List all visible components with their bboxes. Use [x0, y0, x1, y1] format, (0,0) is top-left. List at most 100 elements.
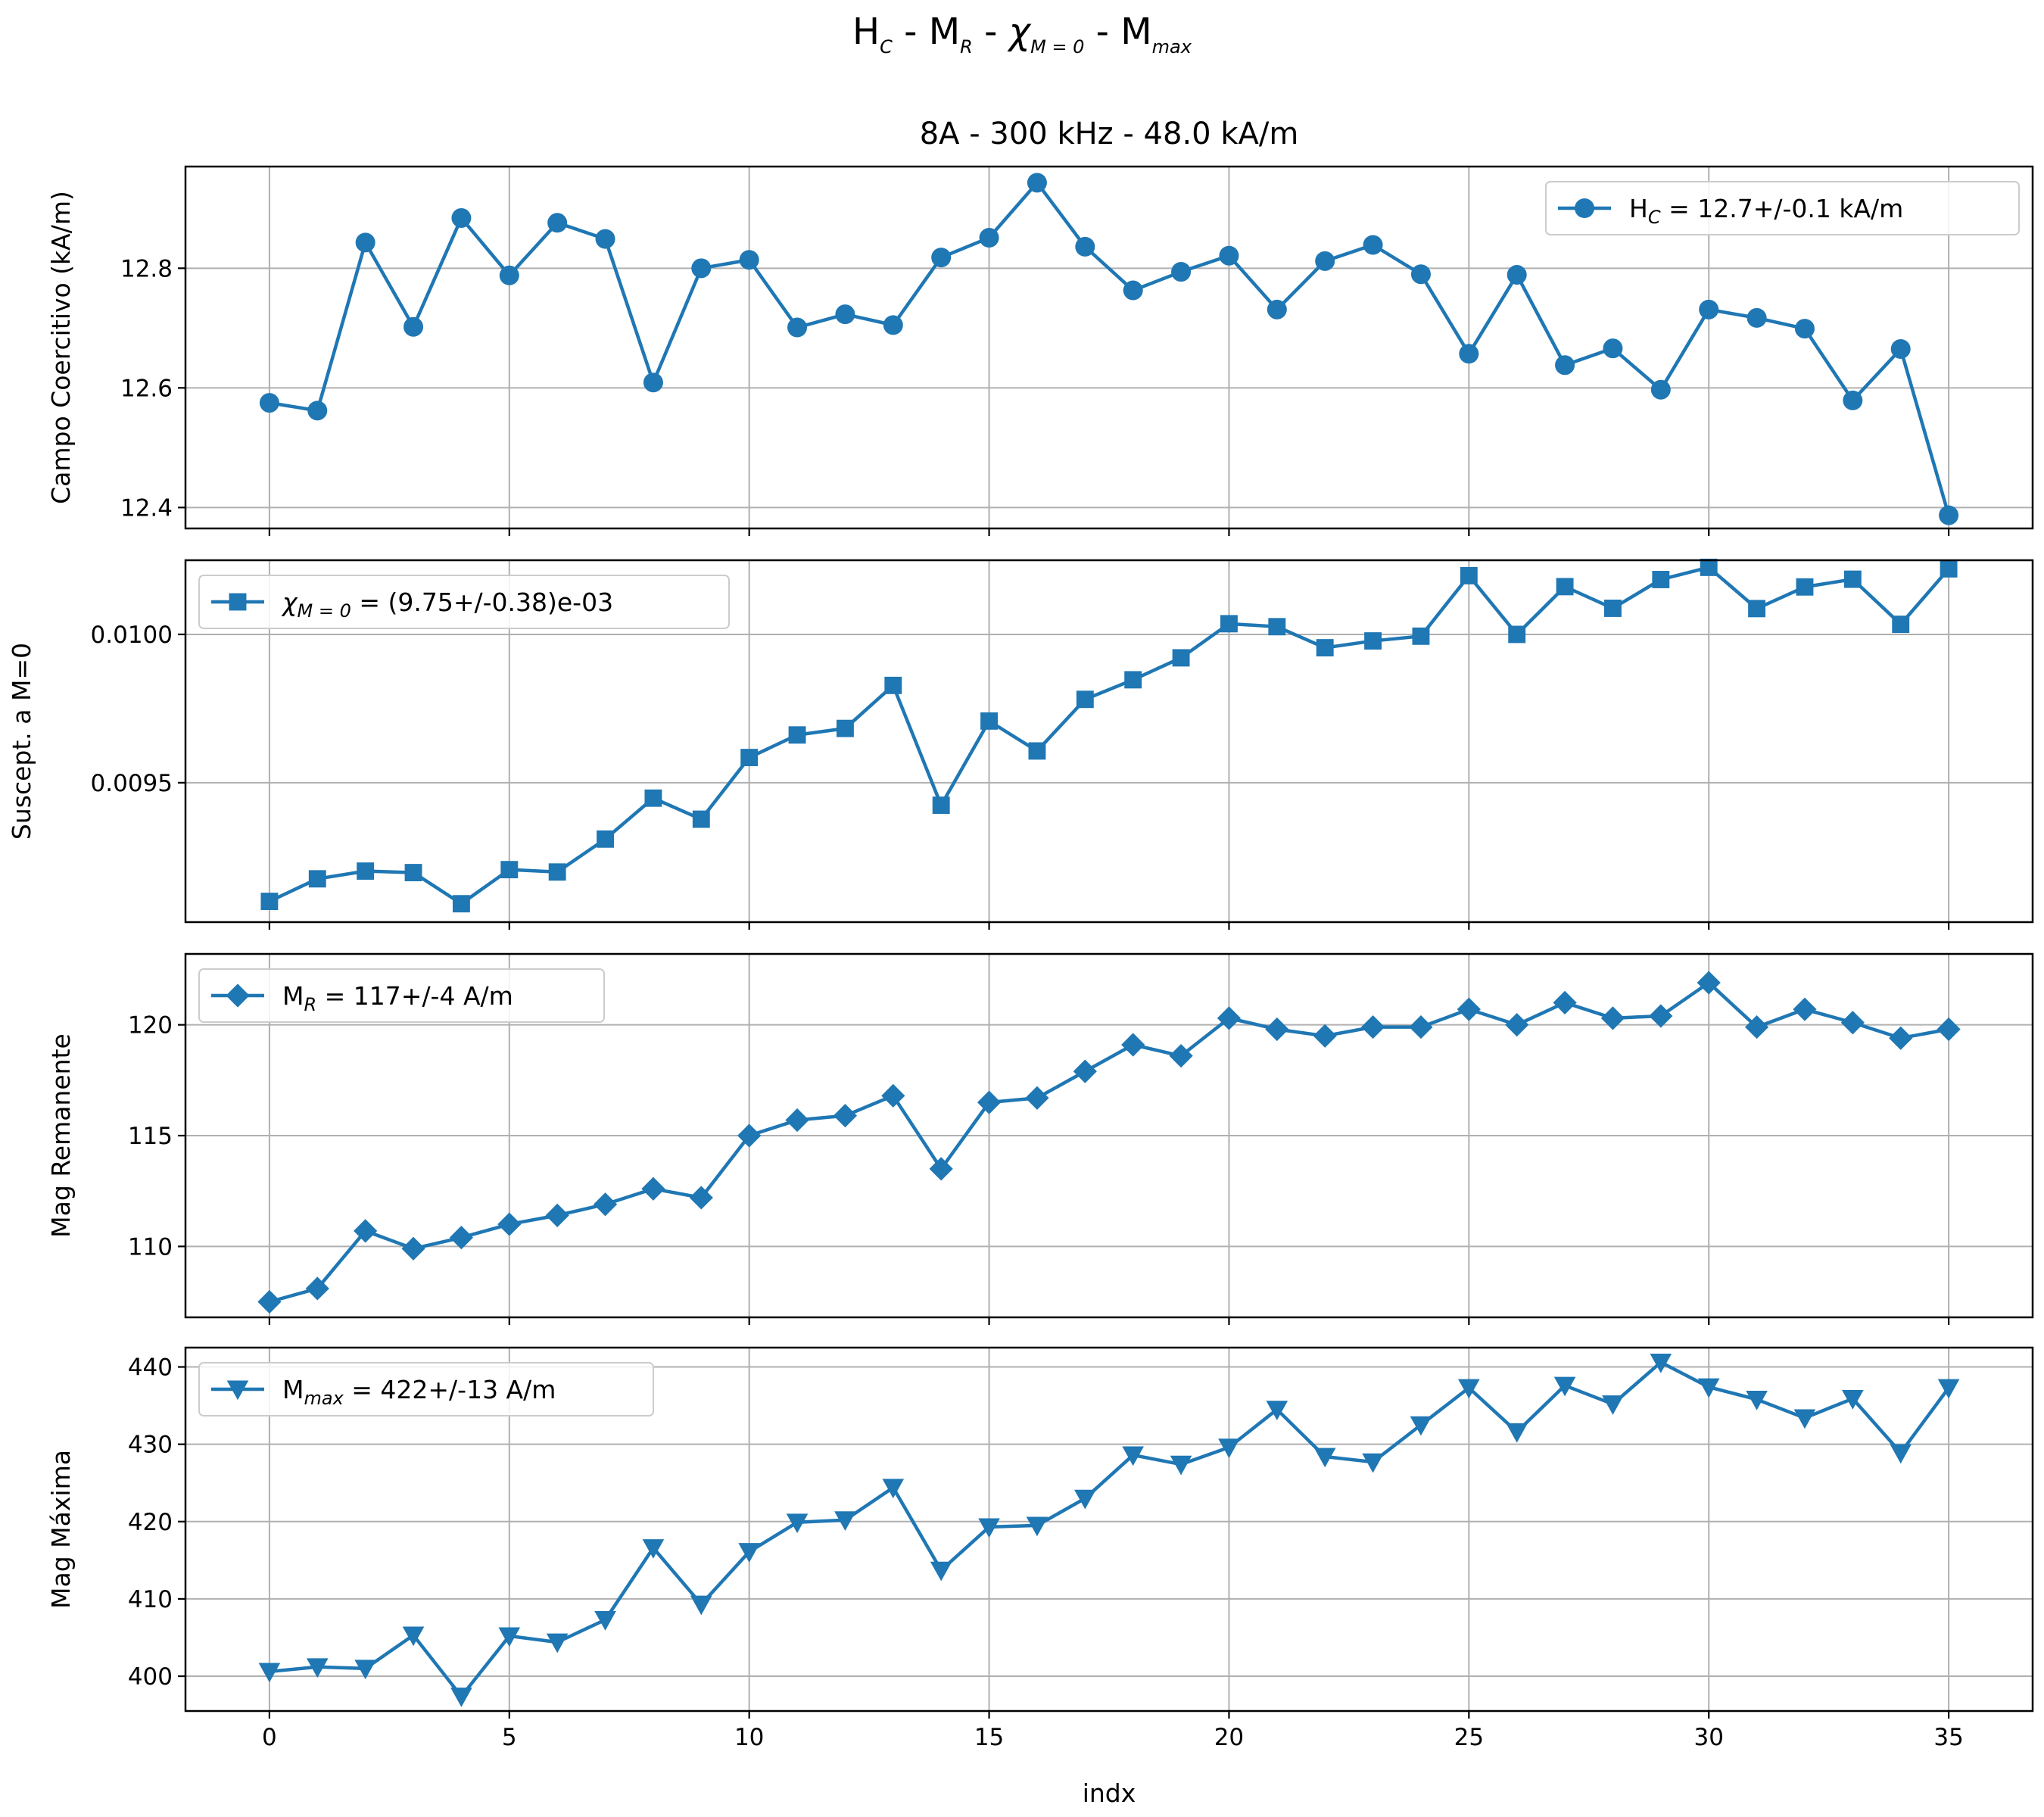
data-point — [644, 789, 662, 807]
data-point — [692, 810, 710, 828]
data-point — [1843, 390, 1863, 410]
data-point — [546, 1633, 569, 1653]
legend: HC = 12.7+/-0.1 kA/m — [1545, 181, 2020, 235]
data-point — [979, 228, 999, 248]
data-point — [929, 1157, 953, 1181]
data-point — [1220, 615, 1238, 633]
data-point — [1506, 1423, 1528, 1443]
data-point — [787, 317, 808, 338]
data-point — [1556, 578, 1574, 596]
data-point — [452, 895, 470, 913]
axes-frame — [184, 559, 2034, 924]
data-point — [1360, 1014, 1385, 1039]
legend: Mmax = 422+/-13 A/m — [198, 1362, 654, 1417]
x-tick-label: 10 — [734, 1724, 764, 1751]
data-point — [450, 1688, 472, 1707]
data-point — [1700, 558, 1718, 576]
legend-box — [1545, 181, 2020, 235]
data-point — [980, 712, 998, 730]
x-tick-label: 15 — [974, 1724, 1004, 1751]
data-point — [1313, 1024, 1337, 1048]
data-point — [1508, 625, 1526, 644]
data-point — [258, 1663, 281, 1683]
legend-box — [198, 575, 730, 629]
y-tick-label: 0.0100 — [91, 622, 173, 649]
data-point — [930, 1561, 952, 1582]
data-point — [833, 1104, 858, 1128]
data-point — [1697, 971, 1721, 995]
data-point — [836, 719, 854, 737]
data-point — [689, 1186, 713, 1210]
data-point — [1796, 578, 1814, 596]
data-point — [1794, 319, 1815, 339]
data-point — [1746, 307, 1767, 328]
data-point — [547, 213, 568, 233]
data-point — [1602, 1395, 1624, 1415]
x-tick-label: 20 — [1214, 1724, 1244, 1751]
data-point — [1410, 264, 1431, 285]
data-point — [1890, 338, 1911, 359]
data-point — [1748, 600, 1766, 618]
data-point — [354, 1660, 376, 1680]
data-point — [499, 265, 519, 285]
data-point — [1746, 1390, 1768, 1410]
data-point — [307, 400, 328, 421]
data-point — [1410, 1416, 1432, 1436]
y-axis-label: Campo Coercitivo (kA/m) — [46, 191, 76, 504]
data-point — [1028, 742, 1046, 760]
data-point — [1650, 379, 1671, 400]
data-point — [1265, 1017, 1289, 1042]
data-point — [497, 1212, 522, 1236]
data-point — [306, 1658, 329, 1678]
data-point — [1650, 1353, 1672, 1373]
x-tick-label: 30 — [1693, 1724, 1723, 1751]
panel-max-magnetization: 0 5 10 15 20 25 30 35 400 410 420 430 440 Mag Máxima M… — [46, 1346, 2034, 1751]
data-point — [1459, 344, 1479, 364]
data-point — [1026, 1516, 1048, 1537]
data-point — [498, 1627, 521, 1647]
series-line — [269, 181, 1951, 516]
y-tick-label: 440 — [128, 1354, 173, 1382]
legend-marker — [226, 1380, 249, 1401]
legend-label: χM = 0 = (9.75+/-0.38)e-03 — [281, 587, 613, 622]
data-point — [1793, 1409, 1816, 1429]
data-point — [1121, 1033, 1145, 1057]
data-point — [1123, 280, 1143, 301]
data-point — [690, 1595, 712, 1616]
data-point — [835, 304, 855, 325]
y-tick-label: 115 — [128, 1123, 173, 1150]
data-point — [451, 207, 472, 228]
y-tick-label: 430 — [128, 1432, 173, 1459]
data-point — [1892, 616, 1910, 634]
data-point — [597, 830, 614, 848]
data-point — [308, 870, 326, 888]
legend: MR = 117+/-4 A/m — [198, 968, 605, 1023]
data-point — [1172, 649, 1190, 667]
data-point — [1697, 1378, 1720, 1398]
data-point — [740, 749, 759, 766]
data-point — [1507, 265, 1527, 285]
data-point — [738, 1543, 760, 1563]
subplot-title: 8A - 300 kHz - 48.0 kA/m — [920, 117, 1299, 151]
x-tick-label: 25 — [1454, 1724, 1484, 1751]
data-point — [1553, 1376, 1576, 1397]
data-point — [882, 1479, 905, 1499]
data-point — [1267, 299, 1287, 319]
data-point — [1842, 1389, 1864, 1410]
data-point — [1937, 1379, 1960, 1399]
data-point — [1075, 236, 1095, 257]
data-point — [1315, 251, 1335, 271]
data-point — [931, 248, 952, 268]
data-point — [305, 1276, 329, 1301]
y-axis-label: Mag Máxima — [46, 1450, 76, 1609]
data-point — [1890, 1444, 1912, 1464]
y-tick-label: 0.0095 — [91, 770, 173, 797]
data-point — [1076, 690, 1094, 709]
data-point — [404, 316, 424, 337]
series-line — [269, 1360, 1950, 1698]
legend-box — [198, 1362, 654, 1417]
data-point — [643, 372, 663, 393]
data-point — [1217, 1006, 1242, 1030]
data-point — [1218, 1438, 1240, 1459]
